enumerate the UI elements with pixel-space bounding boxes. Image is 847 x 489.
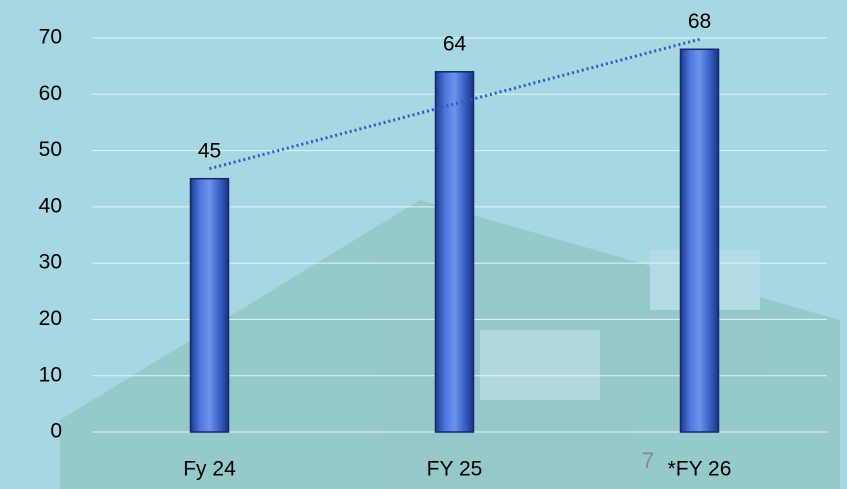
value-label: 64	[443, 32, 467, 55]
page-number: 7	[642, 448, 654, 473]
y-tick-label: 70	[39, 26, 62, 49]
y-tick-label: 60	[39, 82, 62, 105]
y-tick-label: 30	[39, 251, 62, 274]
x-tick-label: Fy 24	[183, 458, 236, 481]
y-tick-label: 0	[50, 420, 62, 443]
x-tick-label: *FY 26	[668, 458, 732, 481]
bar	[681, 49, 719, 432]
bar	[191, 179, 229, 432]
y-tick-label: 50	[39, 138, 62, 161]
x-tick-label: FY 25	[427, 458, 483, 481]
page: 7 010203040506070Fy 2445FY 2564*FY 2668 …	[0, 0, 847, 489]
value-label: 68	[688, 10, 711, 33]
y-tick-label: 10	[39, 363, 62, 386]
bar	[436, 72, 474, 432]
chart: 7 0 10 20 30 40 50 60 70 Fy 24 45 FY 25 64 *FY 26 68	[0, 0, 847, 489]
y-tick-label: 20	[39, 307, 62, 330]
y-tick-label: 40	[39, 194, 62, 217]
value-label: 45	[198, 139, 221, 162]
